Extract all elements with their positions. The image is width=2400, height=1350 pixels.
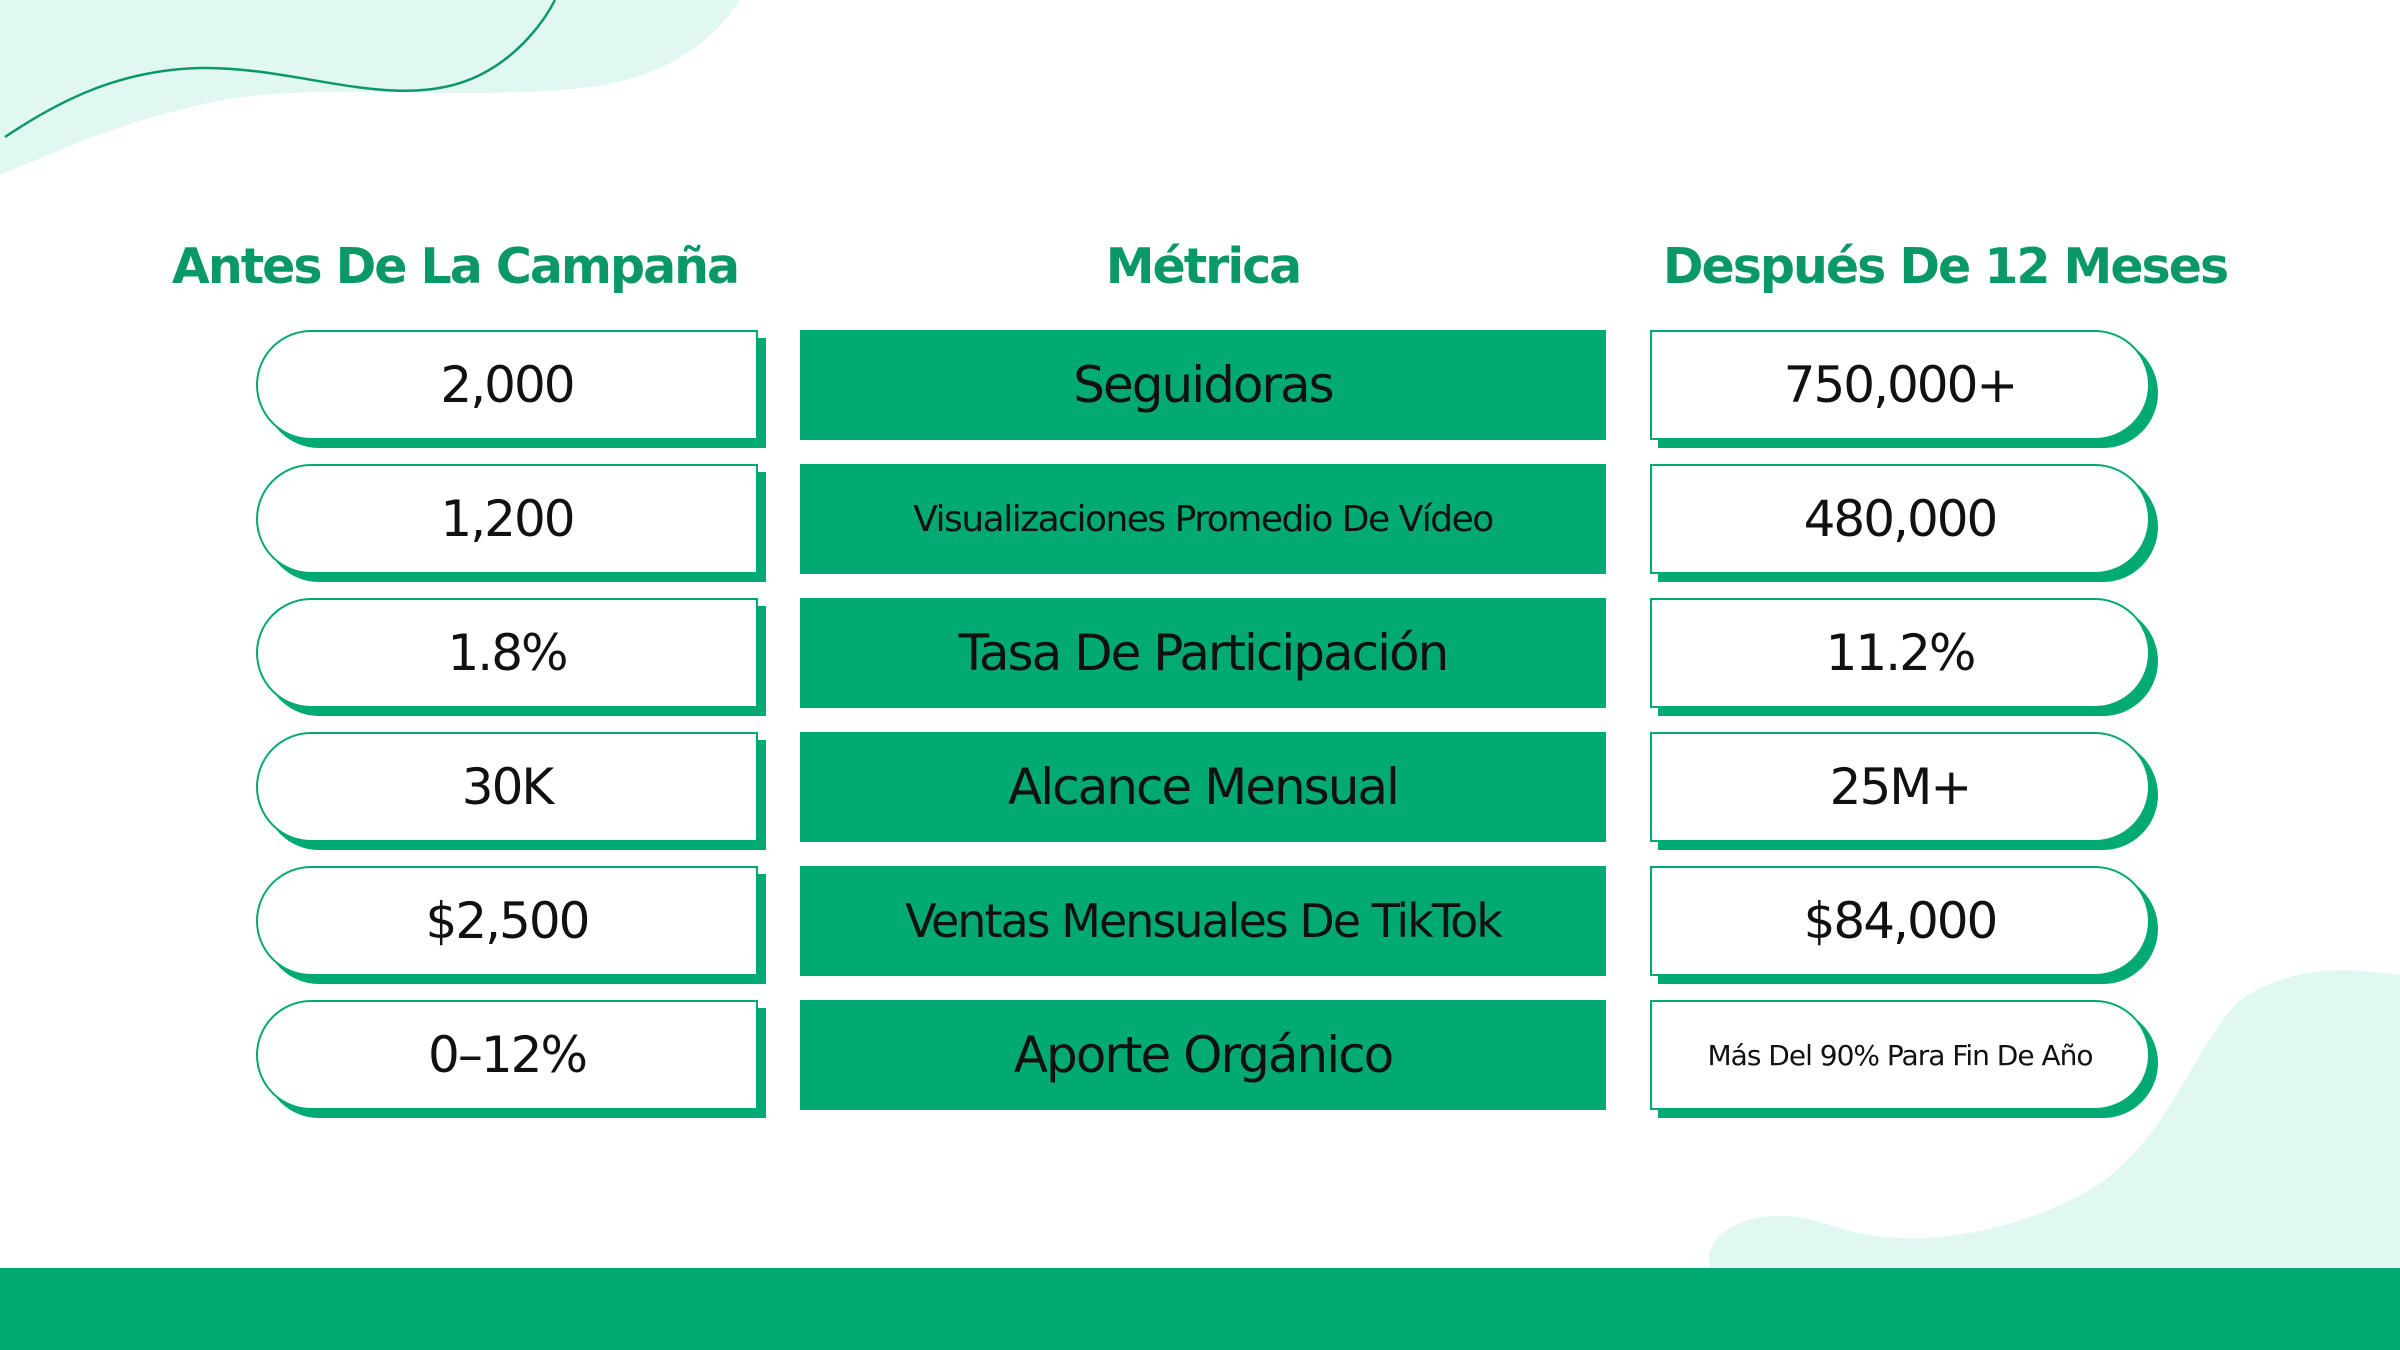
after-value: 11.2% (1650, 598, 2150, 708)
bottom-right-blob (1708, 970, 2400, 1268)
before-value: 1.8% (256, 598, 758, 708)
header-before: Antes De La Campaña (171, 238, 740, 295)
metric-label: Ventas Mensuales De TikTok (800, 866, 1606, 976)
footer-bar (0, 1268, 2400, 1350)
after-value: $84,000 (1650, 866, 2150, 976)
header-after: Después De 12 Meses (1662, 238, 2229, 295)
before-value: 30K (256, 732, 758, 842)
metric-label: Seguidoras (800, 330, 1606, 440)
metric-label: Aporte Orgánico (800, 1000, 1606, 1110)
metric-label: Visualizaciones Promedio De Vídeo (800, 464, 1606, 574)
before-value: 0–12% (256, 1000, 758, 1110)
after-value: 480,000 (1650, 464, 2150, 574)
metric-label: Alcance Mensual (800, 732, 1606, 842)
before-value: 2,000 (256, 330, 758, 440)
top-left-curve-line (4, 0, 557, 139)
after-value: 750,000+ (1650, 330, 2150, 440)
before-value: 1,200 (256, 464, 758, 574)
after-value: Más Del 90% Para Fin De Año (1650, 1000, 2150, 1110)
metric-label: Tasa De Participación (800, 598, 1606, 708)
after-value: 25M+ (1650, 732, 2150, 842)
header-metric: Métrica (1105, 238, 1303, 295)
before-value: $2,500 (256, 866, 758, 976)
